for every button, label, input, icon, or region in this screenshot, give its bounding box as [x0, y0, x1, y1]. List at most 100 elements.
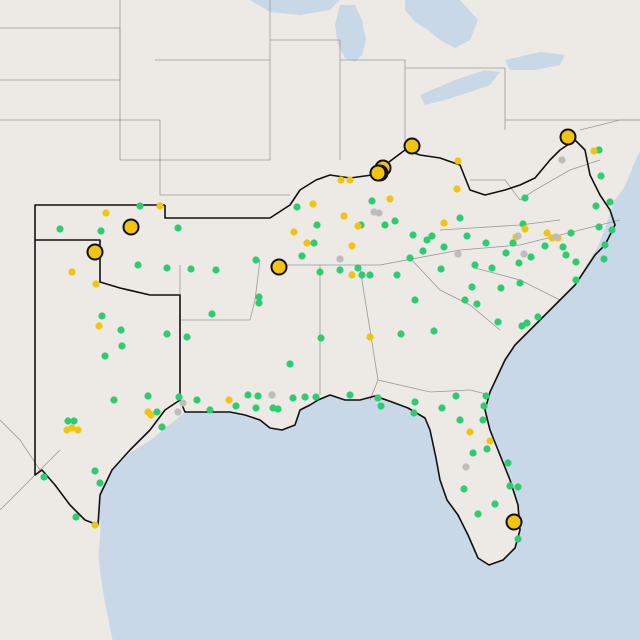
- map-marker-yellow[interactable]: [92, 280, 100, 288]
- map-marker-green[interactable]: [559, 243, 567, 251]
- map-marker-green[interactable]: [473, 300, 481, 308]
- map-marker-yellow[interactable]: [337, 176, 345, 184]
- map-marker-gray[interactable]: [174, 408, 182, 416]
- map-marker-green[interactable]: [471, 261, 479, 269]
- map-marker-large-yellow[interactable]: [122, 218, 140, 236]
- map-marker-green[interactable]: [252, 404, 260, 412]
- map-marker-green[interactable]: [175, 393, 183, 401]
- map-marker-green[interactable]: [40, 473, 48, 481]
- map-marker-green[interactable]: [409, 231, 417, 239]
- map-marker-green[interactable]: [70, 417, 78, 425]
- map-marker-green[interactable]: [286, 360, 294, 368]
- map-marker-green[interactable]: [374, 394, 382, 402]
- map-marker-green[interactable]: [293, 203, 301, 211]
- map-marker-green[interactable]: [255, 293, 263, 301]
- map-marker-green[interactable]: [72, 513, 80, 521]
- map-marker-gray[interactable]: [552, 233, 560, 241]
- map-marker-green[interactable]: [460, 485, 468, 493]
- map-marker-green[interactable]: [562, 251, 570, 259]
- map-marker-yellow[interactable]: [68, 268, 76, 276]
- map-marker-large-yellow[interactable]: [403, 137, 421, 155]
- map-marker-green[interactable]: [601, 241, 609, 249]
- map-marker-green[interactable]: [317, 334, 325, 342]
- map-marker-green[interactable]: [572, 276, 580, 284]
- map-marker-green[interactable]: [411, 296, 419, 304]
- map-marker-green[interactable]: [597, 172, 605, 180]
- map-marker-green[interactable]: [452, 392, 460, 400]
- map-marker-green[interactable]: [456, 214, 464, 222]
- map-marker-green[interactable]: [516, 279, 524, 287]
- map-marker-gray[interactable]: [454, 250, 462, 258]
- map-marker-green[interactable]: [514, 535, 522, 543]
- map-marker-green[interactable]: [497, 284, 505, 292]
- map-marker-green[interactable]: [244, 391, 252, 399]
- map-marker-yellow[interactable]: [156, 202, 164, 210]
- map-marker-green[interactable]: [377, 402, 385, 410]
- map-marker-yellow[interactable]: [454, 157, 462, 165]
- map-marker-green[interactable]: [301, 393, 309, 401]
- map-marker-green[interactable]: [312, 393, 320, 401]
- map-marker-green[interactable]: [118, 342, 126, 350]
- map-marker-green[interactable]: [541, 242, 549, 250]
- map-marker-green[interactable]: [572, 258, 580, 266]
- map-marker-green[interactable]: [523, 319, 531, 327]
- map-marker-green[interactable]: [482, 392, 490, 400]
- map-marker-green[interactable]: [368, 197, 376, 205]
- map-marker-green[interactable]: [381, 221, 389, 229]
- map-marker-green[interactable]: [480, 402, 488, 410]
- map-marker-green[interactable]: [254, 392, 262, 400]
- map-marker-green[interactable]: [117, 326, 125, 334]
- map-marker-green[interactable]: [521, 194, 529, 202]
- map-marker-green[interactable]: [491, 500, 499, 508]
- map-marker-yellow[interactable]: [63, 426, 71, 434]
- map-marker-green[interactable]: [110, 396, 118, 404]
- map-marker-green[interactable]: [316, 268, 324, 276]
- map-marker-green[interactable]: [346, 391, 354, 399]
- map-marker-green[interactable]: [163, 264, 171, 272]
- map-marker-green[interactable]: [289, 394, 297, 402]
- map-marker-gray[interactable]: [514, 232, 522, 240]
- map-marker-green[interactable]: [488, 264, 496, 272]
- map-marker-green[interactable]: [96, 479, 104, 487]
- map-marker-green[interactable]: [252, 256, 260, 264]
- map-marker-yellow[interactable]: [348, 271, 356, 279]
- map-marker-green[interactable]: [600, 255, 608, 263]
- map-marker-yellow[interactable]: [354, 222, 362, 230]
- map-marker-yellow[interactable]: [147, 411, 155, 419]
- map-marker-yellow[interactable]: [590, 147, 598, 155]
- map-marker-green[interactable]: [174, 224, 182, 232]
- map-marker-green[interactable]: [461, 296, 469, 304]
- map-marker-yellow[interactable]: [466, 428, 474, 436]
- map-marker-green[interactable]: [158, 423, 166, 431]
- map-marker-green[interactable]: [336, 266, 344, 274]
- map-marker-green[interactable]: [515, 259, 523, 267]
- map-marker-green[interactable]: [479, 416, 487, 424]
- map-marker-green[interactable]: [97, 227, 105, 235]
- map-marker-large-yellow[interactable]: [369, 164, 387, 182]
- map-marker-green[interactable]: [298, 252, 306, 260]
- map-marker-green[interactable]: [595, 223, 603, 231]
- map-marker-yellow[interactable]: [366, 333, 374, 341]
- map-marker-gray[interactable]: [375, 209, 383, 217]
- map-marker-green[interactable]: [494, 318, 502, 326]
- map-marker-green[interactable]: [567, 229, 575, 237]
- map-marker-green[interactable]: [592, 202, 600, 210]
- map-marker-yellow[interactable]: [309, 200, 317, 208]
- map-marker-yellow[interactable]: [95, 322, 103, 330]
- map-marker-green[interactable]: [274, 405, 282, 413]
- map-marker-green[interactable]: [366, 271, 374, 279]
- map-marker-green[interactable]: [232, 402, 240, 410]
- map-marker-green[interactable]: [56, 225, 64, 233]
- map-marker-green[interactable]: [64, 417, 72, 425]
- map-marker-green[interactable]: [310, 239, 318, 247]
- map-marker-green[interactable]: [463, 232, 471, 240]
- map-marker-green[interactable]: [440, 243, 448, 251]
- map-marker-green[interactable]: [502, 249, 510, 257]
- map-marker-yellow[interactable]: [486, 437, 494, 445]
- map-marker-gray[interactable]: [268, 391, 276, 399]
- map-marker-green[interactable]: [437, 265, 445, 273]
- map-marker-green[interactable]: [411, 398, 419, 406]
- map-marker-yellow[interactable]: [521, 225, 529, 233]
- map-marker-large-yellow[interactable]: [559, 128, 577, 146]
- map-marker-yellow[interactable]: [440, 219, 448, 227]
